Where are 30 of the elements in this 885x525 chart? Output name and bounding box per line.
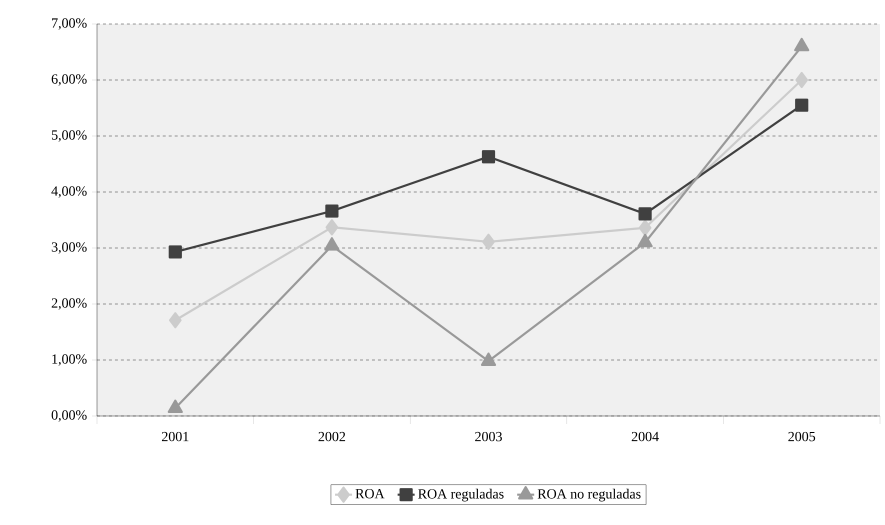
legend-label: ROA reguladas: [418, 488, 504, 502]
point: [325, 204, 338, 218]
point: [168, 400, 183, 414]
point: [795, 98, 808, 112]
y-tick-label: 5,00%: [52, 130, 87, 142]
point: [168, 312, 182, 328]
point: [638, 220, 652, 236]
x-tick-label: 2001: [162, 432, 188, 442]
legend-label: ROA no reguladas: [538, 488, 641, 502]
y-tick-label: 4,00%: [51, 186, 87, 198]
x-tick-label: 2002: [318, 432, 346, 442]
x-tick-label: 2005: [788, 432, 816, 442]
point: [638, 207, 652, 220]
x-tick-label: 2003: [475, 432, 502, 442]
point: [482, 234, 495, 250]
point: [480, 352, 496, 366]
y-tick-label: 7,00%: [52, 18, 87, 30]
point: [326, 219, 338, 236]
y-tick-label: 0,00%: [52, 410, 87, 422]
point: [482, 150, 496, 164]
y-tick-label: 6,00%: [52, 74, 87, 86]
point: [795, 72, 808, 88]
x-tick-label: 2004: [632, 432, 659, 442]
point: [168, 245, 182, 259]
point: [324, 237, 340, 251]
legend-label: ROA: [356, 489, 384, 498]
point: [638, 234, 653, 248]
y-tick-label: 2,00%: [52, 298, 87, 310]
y-tick-label: 1,00%: [52, 354, 87, 366]
y-tick-label: 3,00%: [52, 242, 87, 254]
